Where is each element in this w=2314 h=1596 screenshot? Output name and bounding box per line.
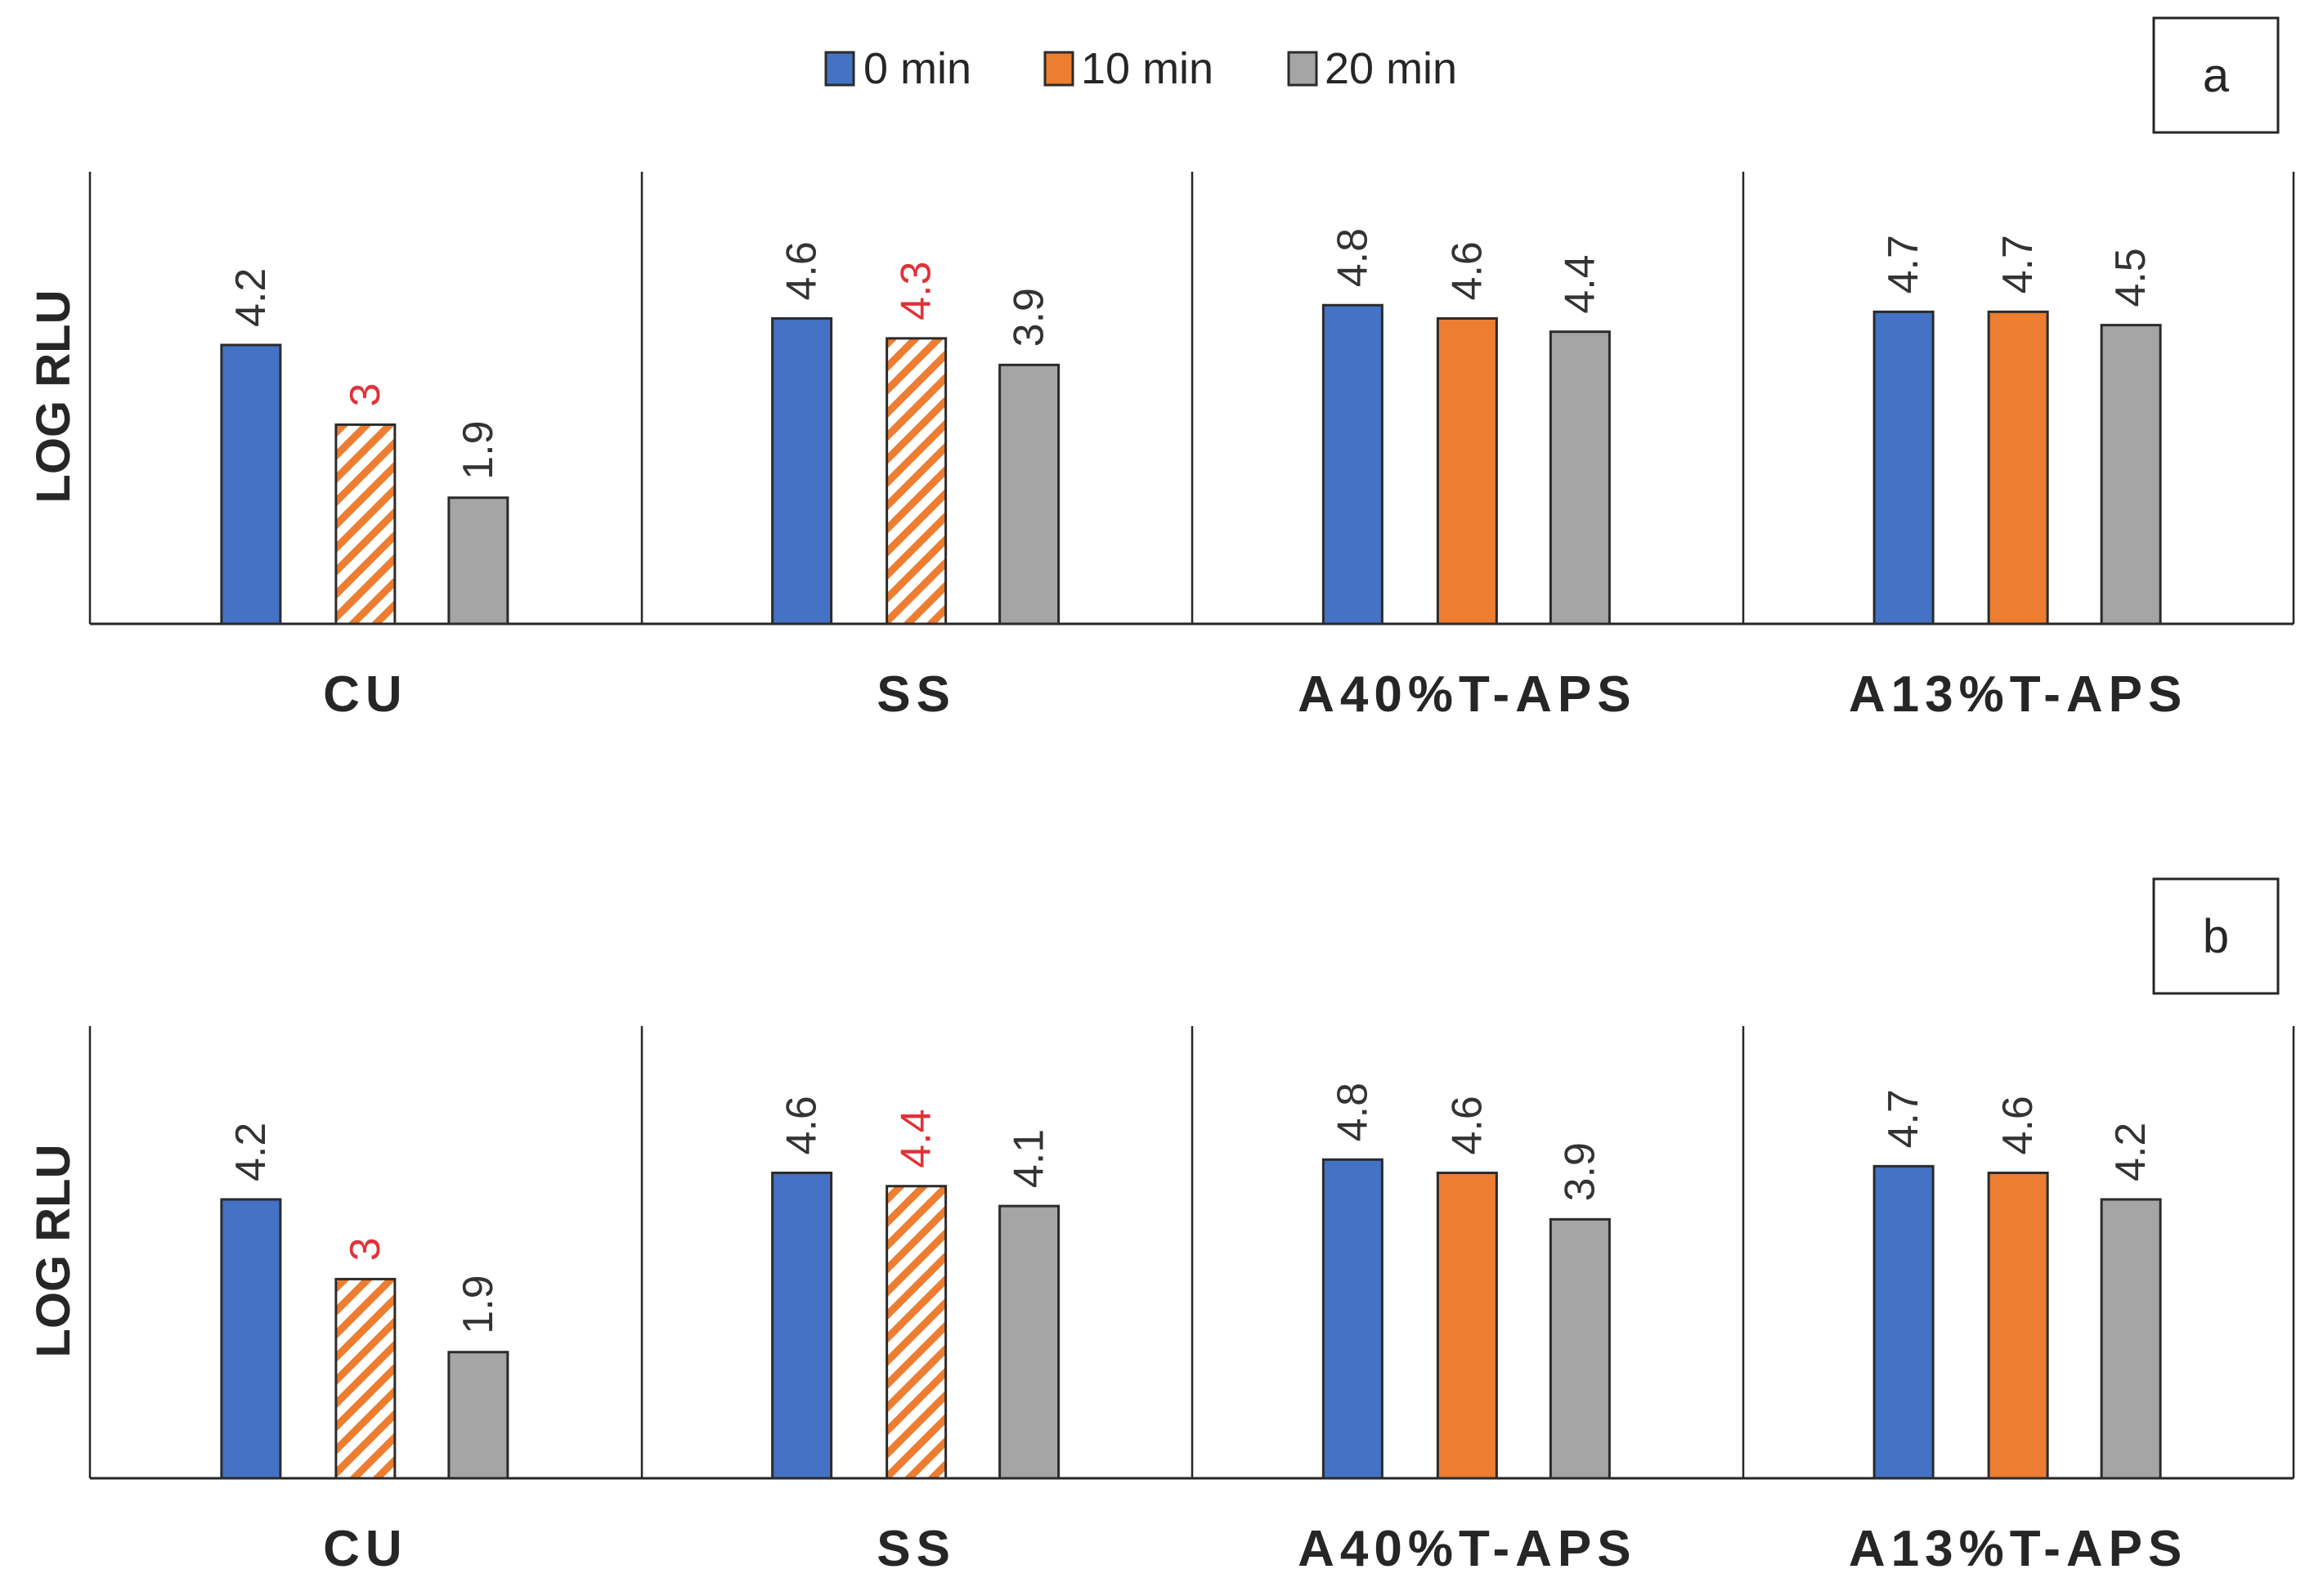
value-label-a13-t-aps-10-min: 4.7: [1994, 235, 2042, 294]
value-labels-group: 4.2 3 1.9 4.6 4.4 4.1 4.8 4.6 3.9 4.7 4.6 4.2: [227, 1083, 2155, 1334]
legend-swatch-0min: [824, 51, 855, 87]
bar-a13-t-aps-0-min: [1872, 1164, 1935, 1480]
value-label-a40-t-aps-0-min: 4.8: [1329, 1083, 1376, 1141]
value-label-a13-t-aps-0-min: 4.7: [1880, 1089, 1927, 1148]
chart-panel-a: a LOG RLU 4.231.94.6 4.3 3.94.8 4.6 4.4 4.7 4.…: [27, 16, 2295, 723]
bar-ss-10-min: [886, 1185, 948, 1480]
value-label-a40-t-aps-10-min: 4.6: [1443, 1096, 1491, 1154]
panel-tag: b: [2203, 910, 2229, 963]
chart-panel-b: b LOG RLU 4.231.94.6 4.4 4.14.8 4.63.94.7 4.…: [27, 877, 2295, 1577]
bar-ss-20-min: [998, 1204, 1061, 1480]
bar-ss-20-min: [998, 363, 1061, 625]
value-labels-group: 4.2 3 1.9 4.6 4.3 3.9 4.8 4.6 4.4 4.7 4.7 4.5: [227, 228, 2155, 480]
bar-cu-10-min: [334, 1277, 397, 1480]
category-label-a13-t-aps: A13%T-APS: [1849, 666, 2187, 723]
value-label-ss-10-min: 4.4: [893, 1109, 940, 1168]
category-label-cu: CU: [323, 666, 408, 723]
value-label-cu-0-min: 4.2: [227, 268, 275, 327]
panel-tag-box: [2152, 16, 2280, 134]
bar-ss-10-min: [886, 337, 948, 625]
bar-ss-0-min: [771, 316, 833, 625]
value-label-ss-10-min: 4.3: [893, 262, 940, 321]
bar-a40-t-aps-20-min: [1549, 1217, 1611, 1480]
bar-a40-t-aps-20-min: [1549, 330, 1611, 625]
bar-cu-0-min: [220, 1198, 282, 1480]
bar-a13-t-aps-10-min: [1987, 310, 2049, 625]
legend-swatch-20min: [1287, 51, 1318, 87]
bar-a13-t-aps-20-min: [2100, 1198, 2162, 1480]
value-label-a13-t-aps-0-min: 4.7: [1880, 235, 1927, 294]
panel-tag-box: [2152, 877, 2280, 995]
value-label-ss-20-min: 3.9: [1006, 288, 1053, 347]
bar-a40-t-aps-0-min: [1321, 1158, 1383, 1480]
legend-label-10min: 10 min: [1081, 44, 1213, 93]
value-label-cu-0-min: 4.2: [227, 1123, 275, 1181]
panel-tag: a: [2203, 49, 2230, 102]
category-label-ss: SS: [877, 666, 956, 723]
bar-cu-20-min: [447, 1351, 509, 1480]
y-axis-label: LOG RLU: [27, 1145, 80, 1358]
category-label-a40-t-aps: A40%T-APS: [1298, 1521, 1636, 1577]
value-label-a40-t-aps-20-min: 4.4: [1556, 254, 1603, 313]
bar-a13-t-aps-10-min: [1987, 1171, 2049, 1480]
value-label-ss-0-min: 4.6: [778, 1096, 826, 1154]
value-label-a13-t-aps-10-min: 4.6: [1994, 1096, 2042, 1154]
category-label-cu: CU: [323, 1521, 408, 1577]
bar-ss-0-min: [771, 1171, 833, 1480]
value-label-a40-t-aps-20-min: 3.9: [1556, 1142, 1603, 1201]
category-label-a40-t-aps: A40%T-APS: [1298, 666, 1636, 723]
value-label-cu-10-min: 3: [342, 1237, 389, 1261]
category-labels-group: CU SS A40%T-APS A13%T-APS: [323, 666, 2187, 723]
value-label-cu-10-min: 3: [342, 383, 389, 406]
value-label-ss-20-min: 4.1: [1006, 1129, 1053, 1188]
legend-swatch-10min: [1043, 51, 1074, 87]
bar-cu-20-min: [447, 496, 509, 625]
value-label-a13-t-aps-20-min: 4.5: [2107, 248, 2155, 307]
bar-a13-t-aps-20-min: [2100, 324, 2162, 625]
bar-cu-0-min: [220, 343, 282, 625]
category-label-a13-t-aps: A13%T-APS: [1849, 1521, 2187, 1577]
value-label-cu-20-min: 1.9: [455, 420, 502, 479]
legend: 0 min 10 min 20 min: [824, 44, 1457, 93]
bars-group: [220, 1158, 2162, 1480]
bar-a40-t-aps-0-min: [1321, 303, 1383, 625]
value-label-ss-0-min: 4.6: [778, 241, 826, 300]
bars-group: [220, 303, 2162, 625]
bar-a13-t-aps-0-min: [1872, 310, 1935, 625]
legend-label-0min: 0 min: [863, 44, 971, 93]
y-axis-label: LOG RLU: [27, 290, 80, 504]
value-label-a40-t-aps-0-min: 4.8: [1329, 228, 1376, 287]
value-label-a40-t-aps-10-min: 4.6: [1443, 241, 1491, 300]
bar-a40-t-aps-10-min: [1436, 316, 1498, 625]
category-label-ss: SS: [877, 1521, 956, 1577]
bar-a40-t-aps-10-min: [1436, 1171, 1498, 1480]
category-labels-group: CU SS A40%T-APS A13%T-APS: [323, 1521, 2187, 1577]
value-label-a13-t-aps-20-min: 4.2: [2107, 1123, 2155, 1181]
bar-cu-10-min: [334, 423, 397, 625]
legend-label-20min: 20 min: [1325, 44, 1457, 93]
value-label-cu-20-min: 1.9: [455, 1275, 502, 1334]
